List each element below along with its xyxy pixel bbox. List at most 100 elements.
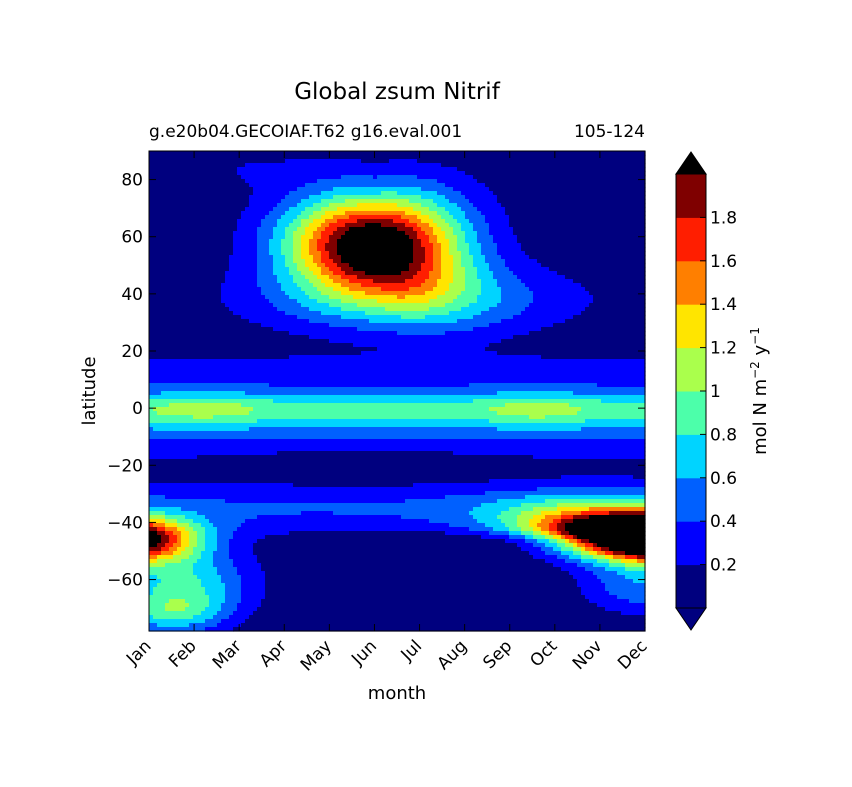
heatmap-cell xyxy=(561,531,570,536)
heatmap-cell xyxy=(465,287,482,292)
heatmap-cell xyxy=(489,531,510,536)
heatmap-cell xyxy=(225,275,258,280)
heatmap-cell xyxy=(245,619,646,624)
heatmap-cell xyxy=(301,211,314,216)
heatmap-cell xyxy=(349,227,398,232)
heatmap-cell xyxy=(149,343,354,348)
heatmap-cell xyxy=(509,267,550,272)
heatmap-cell xyxy=(149,419,258,424)
colorbar-segment xyxy=(676,391,706,435)
heatmap-cell xyxy=(329,323,490,328)
heatmap-cell xyxy=(429,215,442,220)
heatmap-cell xyxy=(309,247,318,252)
heatmap-cell xyxy=(149,603,166,608)
heatmap-cell xyxy=(497,411,578,416)
heatmap-cell xyxy=(449,211,466,216)
heatmap-cell xyxy=(329,275,342,280)
heatmap-cell xyxy=(441,251,450,256)
heatmap-cell xyxy=(241,403,506,408)
heatmap-cell xyxy=(197,575,222,580)
heatmap-cell xyxy=(573,547,582,552)
heatmap-cell xyxy=(429,271,442,276)
heatmap-cell xyxy=(437,295,458,300)
heatmap-cell xyxy=(281,287,302,292)
heatmap-cell xyxy=(453,231,466,236)
heatmap-cell xyxy=(481,291,502,296)
heatmap-cell xyxy=(197,559,214,564)
heatmap-cell xyxy=(437,239,450,244)
heatmap-cell xyxy=(249,183,306,188)
heatmap-cell xyxy=(625,551,646,556)
colorbar-label: mol N m−2 y−1 xyxy=(748,327,771,455)
heatmap-cell xyxy=(533,535,546,540)
heatmap-cell xyxy=(241,215,266,220)
colorbar-tick-label: 1 xyxy=(710,382,721,402)
heatmap-cell xyxy=(569,555,582,560)
heatmap-cell xyxy=(293,275,306,280)
heatmap-cell xyxy=(581,587,606,592)
heatmap-cell xyxy=(505,523,518,528)
heatmap-cell xyxy=(149,295,222,300)
heatmap-cell xyxy=(149,383,270,388)
heatmap-cell xyxy=(537,487,646,492)
heatmap-cell xyxy=(149,591,154,596)
heatmap-cell xyxy=(433,287,450,292)
heatmap-cell xyxy=(573,391,646,396)
heatmap-cell xyxy=(529,331,646,336)
heatmap-cell xyxy=(357,219,394,224)
heatmap-cell xyxy=(297,283,314,288)
heatmap-cell xyxy=(241,587,266,592)
heatmap-cell xyxy=(533,295,594,300)
heatmap-cell xyxy=(321,271,334,276)
heatmap-cell xyxy=(165,527,178,532)
heatmap-cell xyxy=(473,399,602,404)
heatmap-cell xyxy=(437,191,462,196)
heatmap-cell xyxy=(457,219,470,224)
heatmap-cell xyxy=(477,239,494,244)
heatmap-cell xyxy=(321,259,334,264)
heatmap-cell xyxy=(237,567,262,572)
heatmap-cell xyxy=(557,531,562,536)
heatmap-cell xyxy=(333,279,350,284)
heatmap-cell xyxy=(577,411,646,416)
heatmap-cell xyxy=(633,579,646,584)
heatmap-cell xyxy=(397,331,446,336)
heatmap-cell xyxy=(333,187,422,192)
heatmap-cell xyxy=(401,271,418,276)
heatmap-cell xyxy=(409,263,422,268)
heatmap-cell xyxy=(301,199,322,204)
heatmap-cell xyxy=(421,243,434,248)
heatmap-cell xyxy=(589,507,646,512)
heatmap-cell xyxy=(321,279,334,284)
heatmap-cell xyxy=(269,247,282,252)
heatmap-cell xyxy=(445,195,466,200)
heatmap-cell xyxy=(549,267,646,272)
heatmap-cell xyxy=(521,247,646,252)
heatmap-cell xyxy=(541,527,550,532)
heatmap-cell xyxy=(605,555,614,560)
y-axis-label: latitude xyxy=(79,356,100,425)
heatmap-cell xyxy=(149,471,646,476)
heatmap-cell xyxy=(253,543,518,548)
heatmap-cell xyxy=(205,543,218,548)
heatmap-cell xyxy=(413,227,422,232)
heatmap-cell xyxy=(313,255,322,260)
heatmap-cell xyxy=(265,295,290,300)
heatmap-cell xyxy=(481,279,498,284)
heatmap-cell xyxy=(589,515,646,520)
heatmap-cell xyxy=(481,243,498,248)
heatmap-cell xyxy=(209,519,246,524)
heatmap-cell xyxy=(409,267,422,272)
heatmap-cell xyxy=(629,599,646,604)
heatmap-cell xyxy=(289,207,306,212)
heatmap-cell xyxy=(189,535,198,540)
heatmap-cell xyxy=(289,191,322,196)
heatmap-cell xyxy=(509,223,646,228)
heatmap-cell xyxy=(429,519,478,524)
heatmap-cell xyxy=(377,347,486,352)
heatmap-cell xyxy=(485,523,506,528)
heatmap-cell xyxy=(285,231,294,236)
heatmap-cell xyxy=(533,531,542,536)
heatmap-cell xyxy=(253,551,530,556)
heatmap-cell xyxy=(221,291,262,296)
